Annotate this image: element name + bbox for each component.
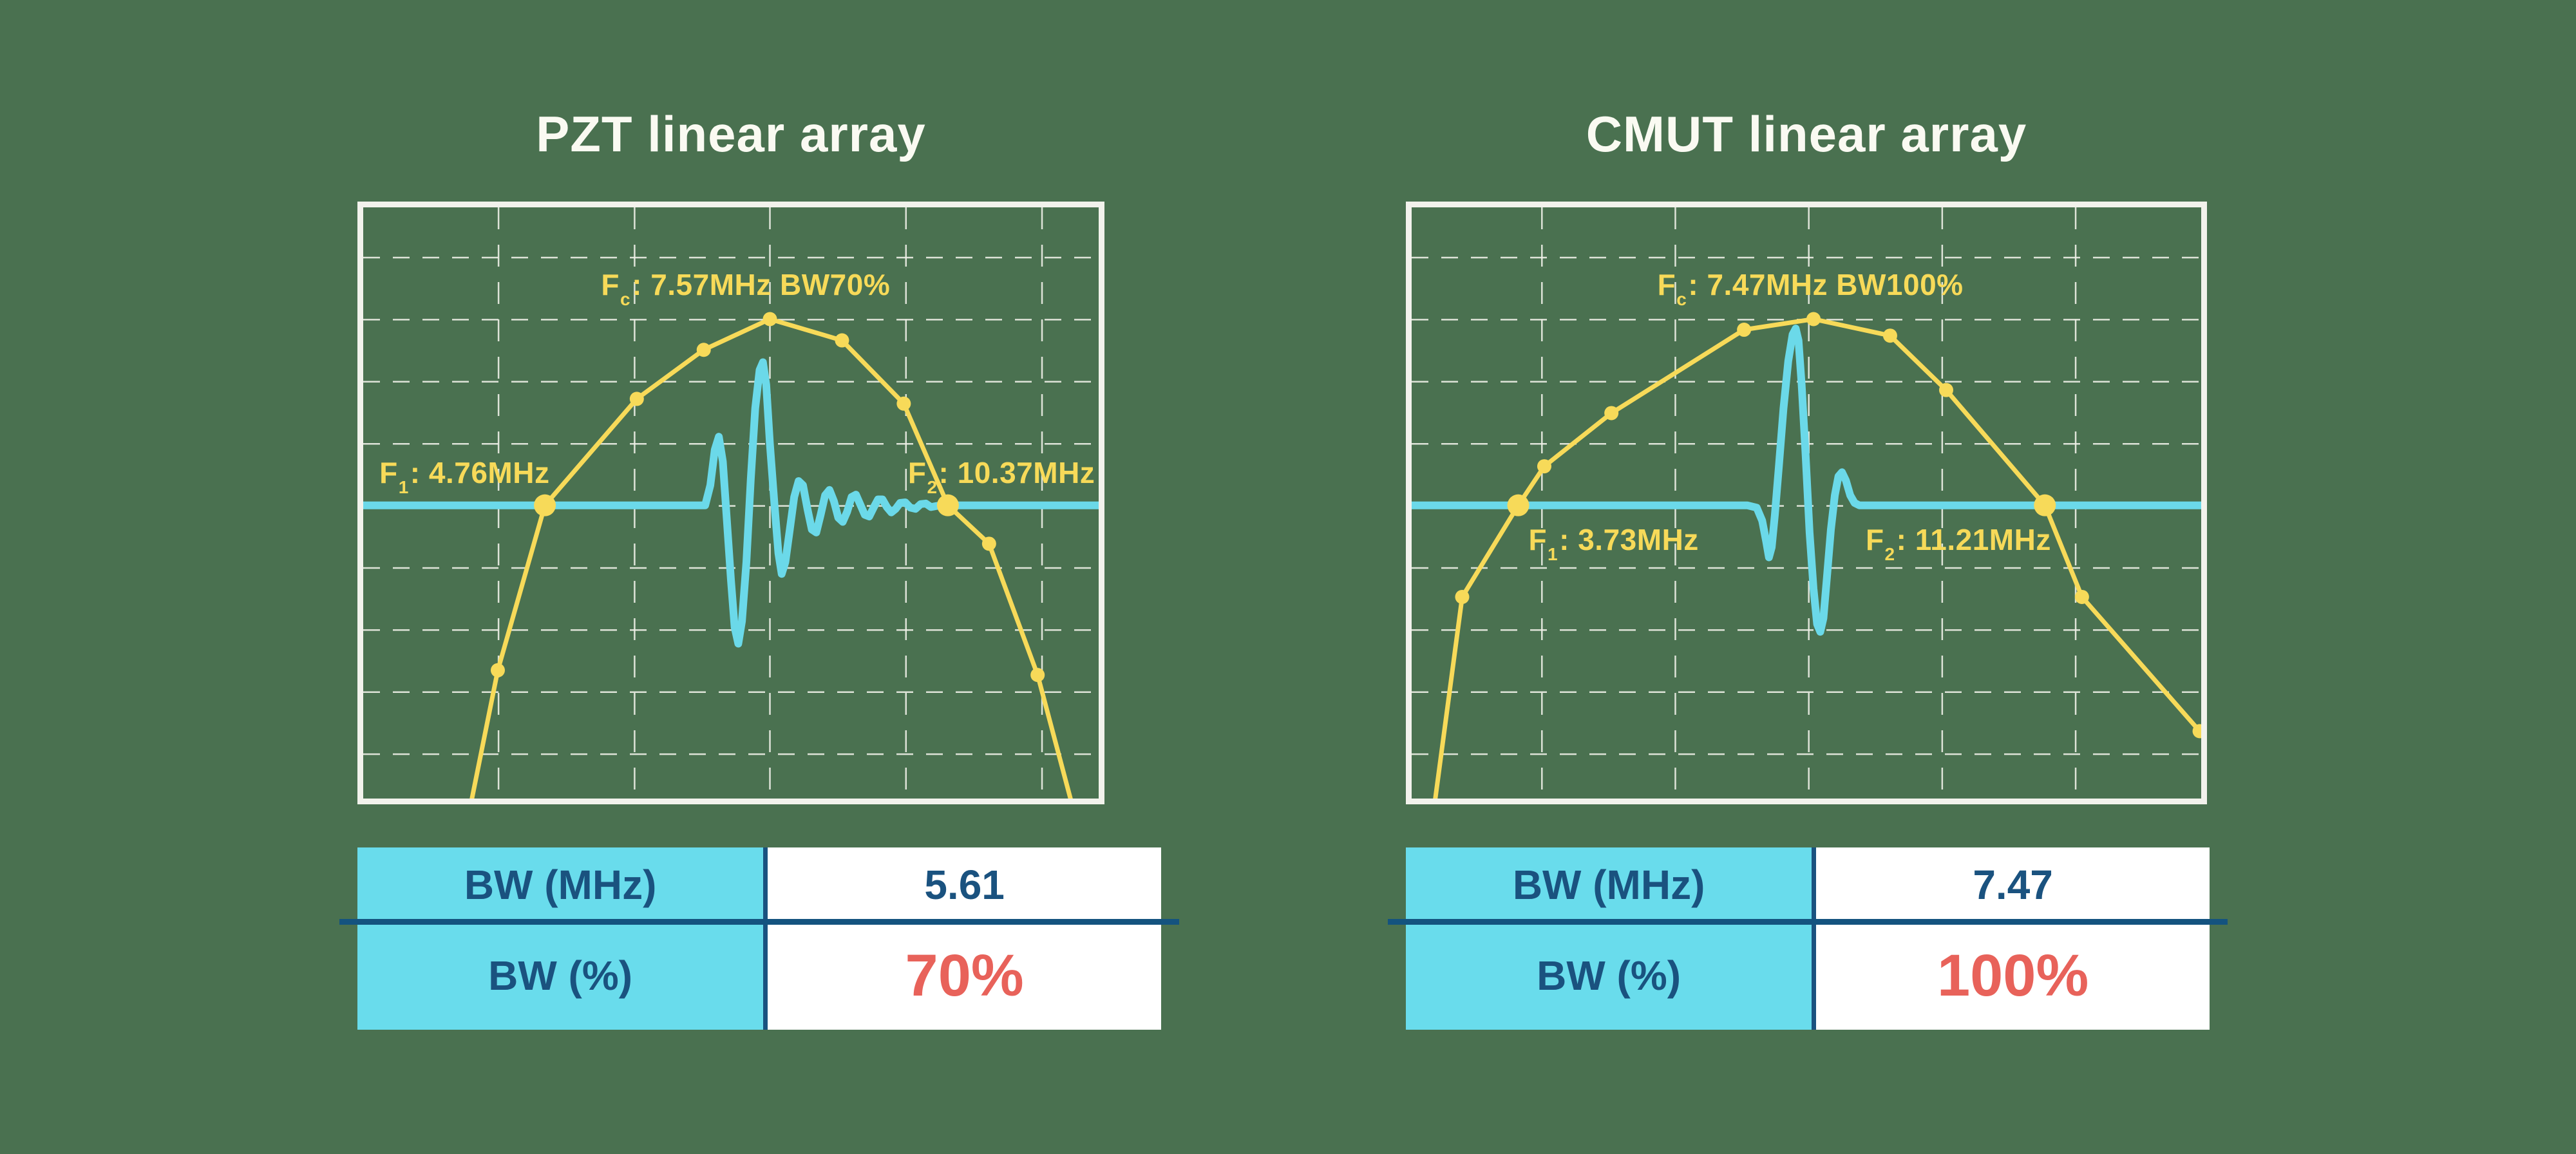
fc-value-text: : 7.47MHz BW100% <box>1688 267 1964 301</box>
fc-subscript: c <box>620 289 631 310</box>
f2-subscript: 2 <box>927 477 938 498</box>
cmut-panel-title: CMUT linear array <box>1586 106 2027 162</box>
bw-mhz-value-cell: 7.47 <box>1816 847 2210 922</box>
table-row: BW (%) 100% <box>1406 922 2210 1030</box>
f2-symbol: F <box>1865 522 1884 556</box>
bw-pct-value-cell: 70% <box>768 922 1161 1030</box>
bw-mhz-value-cell: 5.61 <box>768 847 1161 922</box>
cmut-chart-canvas <box>1412 207 2201 799</box>
table-row: BW (MHz) 7.47 <box>1406 847 2210 922</box>
cmut-f1-annotation: F1: 3.73MHz <box>1528 522 1699 564</box>
fc-value-text: : 7.57MHz BW70% <box>632 267 891 301</box>
cmut-bw-table: BW (MHz) 7.47 BW (%) 100% <box>1388 847 2228 1030</box>
f1-value-text: : 3.73MHz <box>1559 522 1699 556</box>
f2-value-text: : 10.37MHz <box>938 455 1095 489</box>
cell-separator <box>763 847 768 922</box>
fc-symbol: F <box>601 267 620 301</box>
f2-subscript: 2 <box>1884 544 1895 564</box>
bw-mhz-header-cell: BW (MHz) <box>1406 847 1812 922</box>
table-row: BW (%) 70% <box>357 922 1161 1030</box>
cell-separator <box>1812 847 1817 922</box>
fc-symbol: F <box>1657 267 1676 301</box>
bw-pct-value-cell: 100% <box>1816 922 2210 1030</box>
cmut-spectrum-plot: Fc: 7.47MHz BW100% F1: 3.73MHz F2: 11.21… <box>1406 202 2207 804</box>
f1-symbol: F <box>1528 522 1548 556</box>
pzt-spectrum-plot: Fc: 7.57MHz BW70% F1: 4.76MHz F2: 10.37M… <box>357 202 1104 804</box>
pzt-f2-annotation: F2: 10.37MHz <box>907 455 1095 498</box>
cmut-f2-annotation: F2: 11.21MHz <box>1865 522 2051 564</box>
f1-value-text: : 4.76MHz <box>410 455 550 489</box>
fc-subscript: c <box>1676 289 1687 310</box>
cell-separator <box>763 922 768 1030</box>
f1-subscript: 1 <box>398 477 409 498</box>
pzt-fc-annotation: Fc: 7.57MHz BW70% <box>601 267 891 310</box>
bw-pct-header-cell: BW (%) <box>1406 922 1812 1030</box>
f2-symbol: F <box>907 455 927 489</box>
table-divider-line <box>339 919 1179 925</box>
cell-separator <box>1812 922 1817 1030</box>
pzt-bw-table: BW (MHz) 5.61 BW (%) 70% <box>339 847 1179 1030</box>
bw-mhz-header-cell: BW (MHz) <box>357 847 764 922</box>
cmut-fc-annotation: Fc: 7.47MHz BW100% <box>1657 267 1964 310</box>
f1-subscript: 1 <box>1548 544 1558 564</box>
f1-symbol: F <box>379 455 398 489</box>
table-row: BW (MHz) 5.61 <box>357 847 1161 922</box>
table-divider-line <box>1388 919 2228 925</box>
pzt-chart-canvas <box>363 207 1099 799</box>
f2-value-text: : 11.21MHz <box>1896 522 2051 556</box>
pzt-panel-title: PZT linear array <box>536 106 926 162</box>
bw-pct-header-cell: BW (%) <box>357 922 764 1030</box>
pzt-f1-annotation: F1: 4.76MHz <box>379 455 550 498</box>
